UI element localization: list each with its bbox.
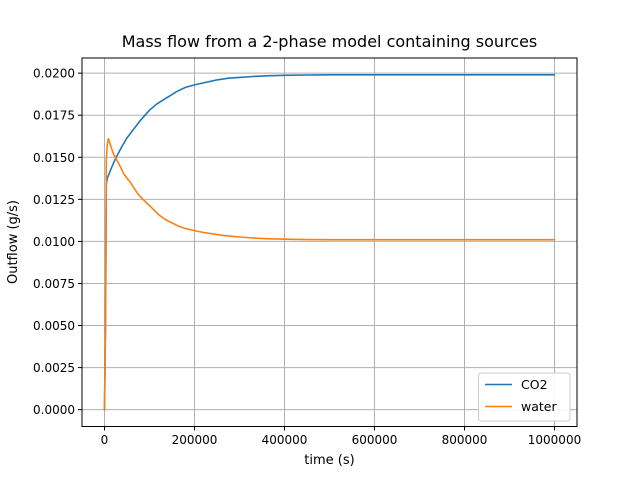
series-line-water <box>103 138 556 411</box>
axes-border <box>81 57 578 427</box>
y-axis-label: Outflow (g/s) <box>6 200 21 284</box>
y-tick-label: 0.0200 <box>33 67 75 81</box>
chart-title: Mass flow from a 2-phase model containin… <box>122 32 538 51</box>
legend: CO2 water <box>478 372 571 422</box>
y-tick-label: 0.0125 <box>33 193 75 207</box>
y-tick-label: 0.0100 <box>33 235 75 249</box>
grid <box>82 58 577 427</box>
legend-label-co2: CO2 <box>521 377 548 392</box>
y-tick-label: 0.0075 <box>33 277 75 291</box>
x-tick-label: 800000 <box>442 433 488 447</box>
y-tick-label: 0.0175 <box>33 109 75 123</box>
legend-label-water: water <box>521 399 557 414</box>
y-tick-label: 0.0050 <box>33 319 75 333</box>
x-tick-label: 400000 <box>262 433 308 447</box>
x-axis-label: time (s) <box>304 453 354 468</box>
axis-ticks: 0 200000 400000 600000 800000 1000000 0.0000 0.… <box>33 67 581 447</box>
series-line-co2 <box>103 74 556 411</box>
series-lines <box>103 74 556 411</box>
x-tick-label: 1000000 <box>528 433 581 447</box>
y-tick-label: 0.0025 <box>33 361 75 375</box>
x-tick-label: 200000 <box>172 433 218 447</box>
y-tick-label: 0.0150 <box>33 151 75 165</box>
x-tick-label: 600000 <box>352 433 398 447</box>
y-tick-label: 0.0000 <box>33 403 75 417</box>
x-tick-label: 0 <box>101 433 109 447</box>
